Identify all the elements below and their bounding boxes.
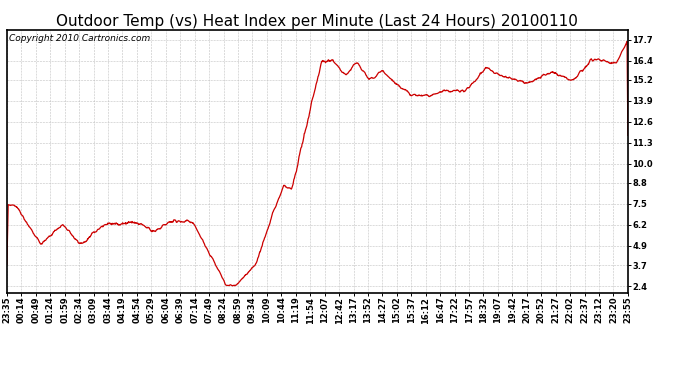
Text: Copyright 2010 Cartronics.com: Copyright 2010 Cartronics.com [9, 34, 150, 43]
Title: Outdoor Temp (vs) Heat Index per Minute (Last 24 Hours) 20100110: Outdoor Temp (vs) Heat Index per Minute … [57, 14, 578, 29]
